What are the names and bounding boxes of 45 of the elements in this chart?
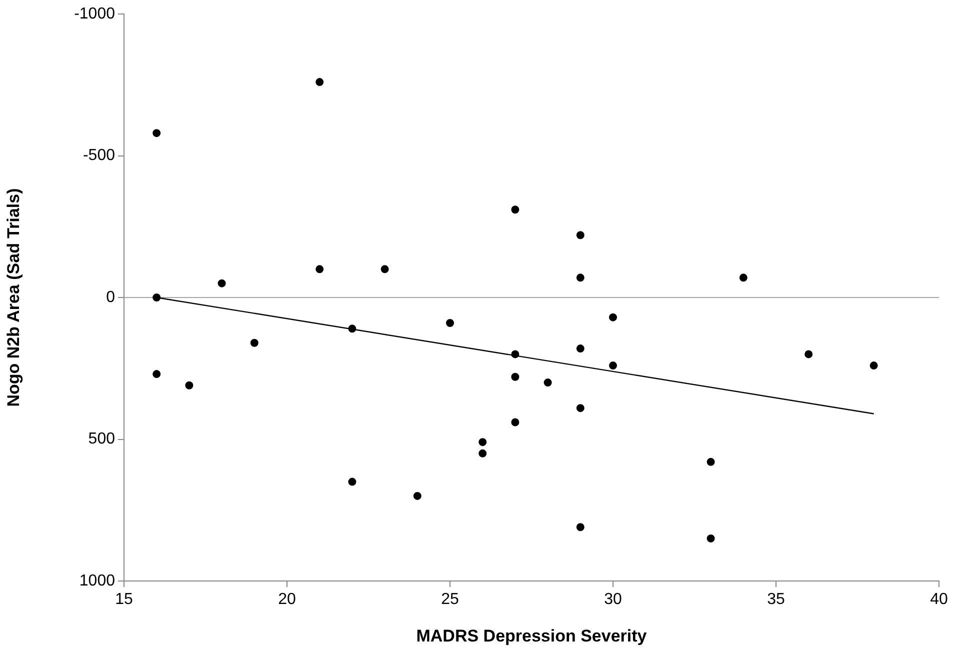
x-tick-label: 35 <box>767 591 785 608</box>
point <box>609 313 617 322</box>
point <box>706 534 715 542</box>
point <box>870 362 878 370</box>
y-axis-title: Nogo N2b Area (Sad Trials) <box>4 188 23 407</box>
y-tick-label: 0 <box>106 288 116 306</box>
point <box>218 279 226 288</box>
point <box>739 274 748 282</box>
point <box>250 338 258 347</box>
point <box>544 378 552 387</box>
point <box>511 372 520 381</box>
point <box>478 449 487 458</box>
point <box>706 458 715 466</box>
point <box>316 265 324 274</box>
x-tick-label: 20 <box>278 591 296 608</box>
point <box>576 231 584 240</box>
x-tick-label: 30 <box>604 591 622 608</box>
point <box>576 344 584 353</box>
point <box>511 206 520 214</box>
y-tick-label: 500 <box>88 430 116 448</box>
y-tick-label: 1000 <box>79 572 116 590</box>
point <box>348 478 356 486</box>
point <box>446 319 454 328</box>
point <box>413 492 422 500</box>
point <box>804 350 813 358</box>
point <box>152 129 161 138</box>
point <box>511 350 520 358</box>
x-tick-label: 15 <box>115 591 133 608</box>
x-axis-title: MADRS Depression Severity <box>416 626 648 646</box>
y-tick-label: -1000 <box>74 5 116 22</box>
point <box>152 370 161 378</box>
point <box>609 362 617 370</box>
point <box>478 438 487 446</box>
point <box>576 274 584 282</box>
point <box>316 78 324 86</box>
point <box>185 381 194 390</box>
x-tick-label: 40 <box>930 591 948 608</box>
x-tick-label: 25 <box>441 591 459 608</box>
y-tick-label: -500 <box>82 147 116 164</box>
point <box>576 523 584 532</box>
point <box>348 324 356 333</box>
point <box>380 265 389 274</box>
point <box>511 418 520 426</box>
point <box>152 294 161 302</box>
point <box>576 404 584 412</box>
